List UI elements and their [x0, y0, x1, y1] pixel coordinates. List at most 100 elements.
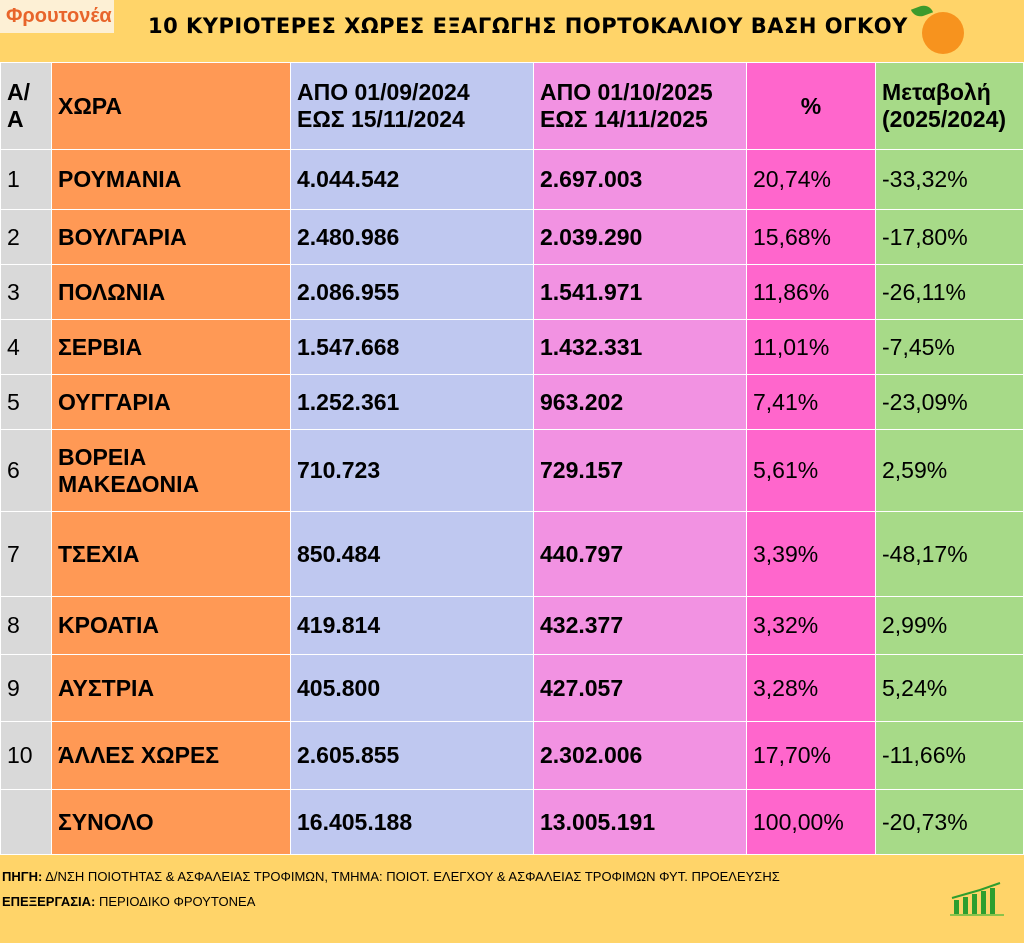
footer: ΠΗΓΗ: Δ/ΝΣΗ ΠΟΙΟΤΗΤΑΣ & ΑΣΦΑΛΕΙΑΣ ΤΡΟΦΙΜ… — [2, 864, 780, 914]
cell-index: 9 — [0, 654, 52, 722]
cell-index: 1 — [0, 149, 52, 210]
cell-change: 5,24% — [875, 654, 1024, 722]
cell-change: -20,73% — [875, 789, 1024, 855]
cell-country: ΚΡΟΑΤΙΑ — [51, 596, 291, 655]
cell-change: -26,11% — [875, 264, 1024, 320]
growth-chart-icon — [950, 882, 1004, 916]
header-line: Α/Α — [7, 79, 30, 132]
cell-share: 7,41% — [746, 374, 876, 430]
table-row: 2 ΒΟΥΛΓΑΡΙΑ 2.480.986 2.039.290 15,68% -17,80… — [0, 209, 1024, 265]
cell-index: 4 — [0, 319, 52, 375]
cell-index: 10 — [0, 721, 52, 790]
header-change: Μεταβολή (2025/2024) — [875, 62, 1024, 150]
cell-share: 20,74% — [746, 149, 876, 210]
cell-share: 3,28% — [746, 654, 876, 722]
cell-change: -23,09% — [875, 374, 1024, 430]
cell-index: 3 — [0, 264, 52, 320]
table-row: 3 ΠΟΛΩΝΙΑ 2.086.955 1.541.971 11,86% -26,11% — [0, 264, 1024, 320]
cell-period-2025: 440.797 — [533, 511, 747, 597]
cell-period-2024: 4.044.542 — [290, 149, 534, 210]
cell-change: -17,80% — [875, 209, 1024, 265]
cell-change: -33,32% — [875, 149, 1024, 210]
header-line: (2025/2024) — [882, 106, 1007, 132]
table-row: 1 ΡΟΥΜΑΝΙΑ 4.044.542 2.697.003 20,74% -33,32% — [0, 149, 1024, 210]
cell-period-2024: 419.814 — [290, 596, 534, 655]
cell-period-2025: 1.541.971 — [533, 264, 747, 320]
cell-period-2025: 729.157 — [533, 429, 747, 512]
header-index: Α/Α — [0, 62, 52, 150]
processing-text: ΠΕΡΙΟΔΙΚΟ ΦΡΟΥΤΟΝΕΑ — [95, 894, 256, 909]
table-row: 7 ΤΣΕΧΙΑ 850.484 440.797 3,39% -48,17% — [0, 511, 1024, 597]
cell-change: 2,59% — [875, 429, 1024, 512]
cell-country: ΣΕΡΒΙΑ — [51, 319, 291, 375]
page-title: 10 ΚΥΡΙΟΤΕΡΕΣ ΧΩΡΕΣ ΕΞΑΓΩΓΗΣ ΠΟΡΤΟΚΑΛΙΟΥ… — [148, 14, 908, 38]
header-line: ΑΠΟ 01/09/2024 — [297, 79, 470, 105]
cell-index: 2 — [0, 209, 52, 265]
cell-country: ΟΥΓΓΑΡΙΑ — [51, 374, 291, 430]
cell-period-2024: 2.086.955 — [290, 264, 534, 320]
cell-period-2024: 1.547.668 — [290, 319, 534, 375]
header-line: ΕΩΣ 14/11/2025 — [540, 106, 708, 132]
orange-icon — [922, 12, 964, 54]
cell-country: ΤΣΕΧΙΑ — [51, 511, 291, 597]
cell-period-2024: 2.480.986 — [290, 209, 534, 265]
cell-index: 6 — [0, 429, 52, 512]
cell-change: -11,66% — [875, 721, 1024, 790]
cell-period-2025: 13.005.191 — [533, 789, 747, 855]
cell-share: 11,86% — [746, 264, 876, 320]
header-line: ΑΠΟ 01/10/2025 — [540, 79, 713, 105]
cell-country: ΡΟΥΜΑΝΙΑ — [51, 149, 291, 210]
cell-share: 17,70% — [746, 721, 876, 790]
cell-period-2025: 1.432.331 — [533, 319, 747, 375]
cell-change: 2,99% — [875, 596, 1024, 655]
cell-share: 11,01% — [746, 319, 876, 375]
cell-country: ΒΟΥΛΓΑΡΙΑ — [51, 209, 291, 265]
cell-share: 100,00% — [746, 789, 876, 855]
header-row: Α/Α ΧΩΡΑ ΑΠΟ 01/09/2024 ΕΩΣ 15/11/2024 ΑΠΟ 0… — [0, 62, 1024, 150]
cell-period-2024: 850.484 — [290, 511, 534, 597]
table-row: 8 ΚΡΟΑΤΙΑ 419.814 432.377 3,32% 2,99% — [0, 596, 1024, 655]
header-line: ΕΩΣ 15/11/2024 — [297, 106, 465, 132]
header-line: % — [800, 92, 822, 119]
cell-period-2025: 2.302.006 — [533, 721, 747, 790]
table-row: 9 ΑΥΣΤΡΙΑ 405.800 427.057 3,28% 5,24% — [0, 654, 1024, 722]
table-row: 10 ΆΛΛΕΣ ΧΩΡΕΣ 2.605.855 2.302.006 17,70% -11… — [0, 721, 1024, 790]
cell-share: 3,32% — [746, 596, 876, 655]
cell-period-2025: 427.057 — [533, 654, 747, 722]
cell-period-2024: 16.405.188 — [290, 789, 534, 855]
header-line: ΧΩΡΑ — [58, 92, 123, 119]
cell-share: 5,61% — [746, 429, 876, 512]
export-table: Α/Α ΧΩΡΑ ΑΠΟ 01/09/2024 ΕΩΣ 15/11/2024 ΑΠΟ 0… — [0, 62, 1024, 855]
table-row: ΣΥΝΟΛΟ 16.405.188 13.005.191 100,00% -20,73% — [0, 789, 1024, 855]
cell-period-2024: 2.605.855 — [290, 721, 534, 790]
header-share: % — [746, 62, 876, 150]
cell-change: -48,17% — [875, 511, 1024, 597]
cell-period-2024: 405.800 — [290, 654, 534, 722]
logo: Φρουτονέα — [0, 0, 114, 33]
cell-period-2025: 963.202 — [533, 374, 747, 430]
cell-index: 7 — [0, 511, 52, 597]
cell-index — [0, 789, 52, 855]
cell-country: ΒΟΡΕΙΑ ΜΑΚΕΔΟΝΙΑ — [51, 429, 291, 512]
cell-country: ΠΟΛΩΝΙΑ — [51, 264, 291, 320]
cell-index: 5 — [0, 374, 52, 430]
cell-period-2025: 432.377 — [533, 596, 747, 655]
cell-country: ΆΛΛΕΣ ΧΩΡΕΣ — [51, 721, 291, 790]
cell-index: 8 — [0, 596, 52, 655]
source-label: ΠΗΓΗ: — [2, 869, 43, 884]
cell-period-2025: 2.039.290 — [533, 209, 747, 265]
cell-share: 15,68% — [746, 209, 876, 265]
header-period-2025: ΑΠΟ 01/10/2025 ΕΩΣ 14/11/2025 — [533, 62, 747, 150]
cell-country: ΑΥΣΤΡΙΑ — [51, 654, 291, 722]
source-text: Δ/ΝΣΗ ΠΟΙΟΤΗΤΑΣ & ΑΣΦΑΛΕΙΑΣ ΤΡΟΦΙΜΩΝ, ΤΜ… — [42, 869, 780, 884]
table-row: 4 ΣΕΡΒΙΑ 1.547.668 1.432.331 11,01% -7,45% — [0, 319, 1024, 375]
table-row: 5 ΟΥΓΓΑΡΙΑ 1.252.361 963.202 7,41% -23,09% — [0, 374, 1024, 430]
header-period-2024: ΑΠΟ 01/09/2024 ΕΩΣ 15/11/2024 — [290, 62, 534, 150]
cell-share: 3,39% — [746, 511, 876, 597]
cell-period-2024: 1.252.361 — [290, 374, 534, 430]
header-line: Μεταβολή — [882, 79, 991, 105]
table-row: 6 ΒΟΡΕΙΑ ΜΑΚΕΔΟΝΙΑ 710.723 729.157 5,61% 2,59… — [0, 429, 1024, 512]
processing-label: ΕΠΕΞΕΡΓΑΣΙΑ: — [2, 894, 96, 909]
cell-country: ΣΥΝΟΛΟ — [51, 789, 291, 855]
header-country: ΧΩΡΑ — [51, 62, 291, 150]
